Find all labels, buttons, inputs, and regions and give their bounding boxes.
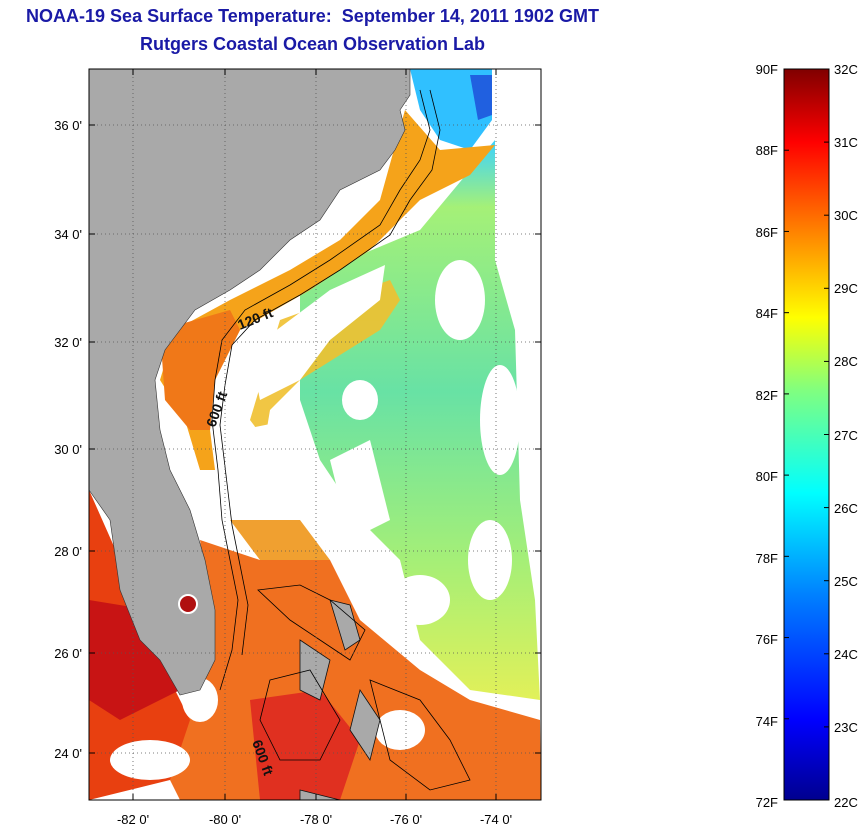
colorbar-ticks	[784, 68, 829, 801]
warm-coastal-band	[160, 110, 495, 470]
colorbar-c-label: 26C	[834, 501, 858, 516]
colorbar-f-label: 90F	[756, 62, 778, 77]
colorbar-f-label: 72F	[756, 795, 778, 810]
graticule	[89, 69, 541, 800]
lon-tick-label: -74 0'	[480, 812, 512, 827]
colorbar-c-label: 24C	[834, 647, 858, 662]
lon-tick-label: -78 0'	[300, 812, 332, 827]
lat-tick-label: 30 0'	[54, 442, 82, 457]
chart-title: NOAA-19 Sea Surface Temperature: Septemb…	[26, 6, 599, 26]
colorbar	[783, 68, 830, 801]
colorbar-f-label: 82F	[756, 388, 778, 403]
lake-okeechobee	[178, 594, 198, 614]
gulf-stream-filament	[250, 280, 400, 440]
bahamas-islands	[299, 599, 381, 800]
colorbar-f-label: 86F	[756, 225, 778, 240]
colorbar-f-label: 88F	[756, 143, 778, 158]
cloud-patches	[110, 260, 520, 780]
lat-tick-label: 32 0'	[54, 335, 82, 350]
colorbar-c-label: 23C	[834, 720, 858, 735]
colorbar-f-label: 84F	[756, 306, 778, 321]
colorbar-f-label: 78F	[756, 551, 778, 566]
colorbar-c-label: 32C	[834, 62, 858, 77]
straits-warm-water	[230, 520, 330, 560]
warm-gulf-stream-edge	[160, 310, 240, 430]
lat-tick-label: 28 0'	[54, 544, 82, 559]
colorbar-f-label: 74F	[756, 714, 778, 729]
colorbar-c-label: 27C	[834, 428, 858, 443]
colorbar-c-label: 31C	[834, 135, 858, 150]
colorbar-c-label: 25C	[834, 574, 858, 589]
lon-tick-label: -82 0'	[117, 812, 149, 827]
tick-marks	[89, 69, 541, 800]
colorbar-c-label: 28C	[834, 354, 858, 369]
colorbar-f-label: 76F	[756, 632, 778, 647]
colorbar-f-label: 80F	[756, 469, 778, 484]
sst-map-panel	[89, 69, 541, 800]
bathymetry-contours	[211, 89, 471, 791]
colorbar-c-label: 29C	[834, 281, 858, 296]
colorbar-c-label: 30C	[834, 208, 858, 223]
lat-tick-label: 26 0'	[54, 646, 82, 661]
map-frame	[88, 68, 542, 801]
coldest-water-patch	[470, 75, 492, 120]
lat-tick-label: 34 0'	[54, 227, 82, 242]
colorbar-c-label: 22C	[834, 795, 858, 810]
lon-tick-label: -76 0'	[390, 812, 422, 827]
lon-tick-label: -80 0'	[209, 812, 241, 827]
cold-water-patch	[410, 69, 492, 150]
hot-water-patch	[250, 690, 360, 800]
chart-subtitle: Rutgers Coastal Ocean Observation Lab	[139, 34, 486, 54]
lat-tick-label: 24 0'	[54, 746, 82, 761]
lat-tick-label: 36 0'	[54, 118, 82, 133]
